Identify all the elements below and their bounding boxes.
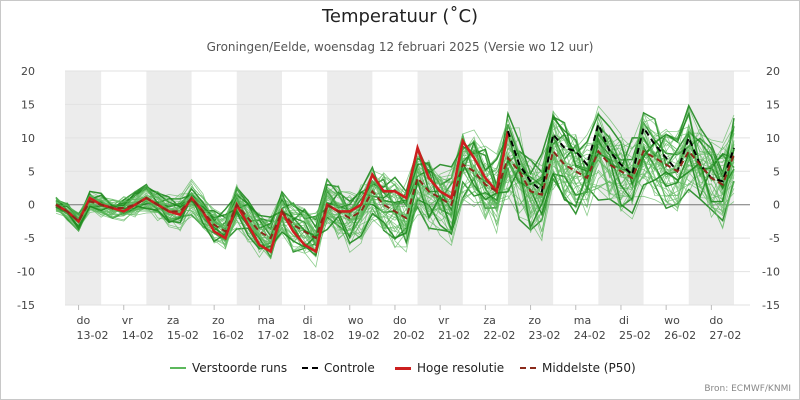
legend-item-ensemble[interactable]: Verstoorde runs <box>170 361 287 375</box>
x-tick-date: 15-02 <box>167 329 199 342</box>
x-tick-day: do <box>393 314 407 327</box>
y-tick-label-right: -15 <box>762 299 780 312</box>
legend-label-median: Middelste (P50) <box>542 361 636 375</box>
x-tick-date: 26-02 <box>664 329 696 342</box>
legend-label-ensemble: Verstoorde runs <box>192 361 288 375</box>
ensemble-run-line <box>55 157 735 268</box>
y-tick-label-left: 20 <box>21 65 35 78</box>
legend-item-median[interactable]: Middelste (P50) <box>520 361 636 375</box>
legend-swatch-control <box>302 367 318 369</box>
ensemble-run-line <box>55 148 735 250</box>
legend-item-control[interactable]: Controle <box>302 361 375 375</box>
x-tick-day: zo <box>529 314 542 327</box>
x-tick-day: do <box>77 314 91 327</box>
x-tick-day: ma <box>257 314 274 327</box>
series-line-control <box>507 121 735 194</box>
x-tick-day: za <box>167 314 180 327</box>
legend-label-control: Controle <box>324 361 375 375</box>
ensemble-run-line <box>55 155 735 256</box>
x-tick-date: 18-02 <box>303 329 335 342</box>
legend-swatch-median <box>520 367 536 369</box>
x-tick-date: 16-02 <box>212 329 244 342</box>
ensemble-run-line <box>55 122 735 244</box>
legend-label-hires: Hoge resolutie <box>417 361 505 375</box>
ensemble-run-line <box>55 122 735 240</box>
y-tick-label-right: -10 <box>762 266 780 279</box>
legend-item-hires[interactable]: Hoge resolutie <box>395 361 504 375</box>
y-tick-label-right: 5 <box>773 165 780 178</box>
ensemble-run-line <box>55 154 735 252</box>
y-tick-label-right: -5 <box>769 232 780 245</box>
x-tick-date: 20-02 <box>393 329 425 342</box>
source-credit: Bron: ECMWF/KNMI <box>704 384 791 394</box>
x-tick-date: 14-02 <box>122 329 154 342</box>
chart-legend: Verstoorde runs Controle Hoge resolutie … <box>0 361 800 379</box>
x-tick-day: vr <box>122 314 134 327</box>
x-tick-date: 25-02 <box>619 329 651 342</box>
x-tick-day: di <box>619 314 629 327</box>
y-tick-label-left: -10 <box>17 266 35 279</box>
x-tick-date: 27-02 <box>709 329 741 342</box>
y-tick-label-left: 10 <box>21 132 35 145</box>
x-tick-day: do <box>709 314 723 327</box>
x-tick-date: 24-02 <box>574 329 606 342</box>
day-band <box>146 71 192 305</box>
ensemble-run-line <box>55 105 735 237</box>
x-tick-date: 17-02 <box>257 329 289 342</box>
x-tick-day: vr <box>438 314 450 327</box>
x-tick-date: 22-02 <box>483 329 515 342</box>
legend-swatch-hires <box>395 366 411 370</box>
y-tick-label-right: 10 <box>766 132 780 145</box>
y-tick-label-left: 0 <box>28 199 35 212</box>
y-tick-label-right: 15 <box>766 98 780 111</box>
x-tick-day: di <box>303 314 313 327</box>
ensemble-run-line <box>55 113 735 232</box>
y-tick-label-left: 5 <box>28 165 35 178</box>
x-tick-day: ma <box>574 314 591 327</box>
x-tick-date: 23-02 <box>529 329 561 342</box>
x-tick-day: zo <box>212 314 225 327</box>
chart-title: Temperatuur (˚C) <box>321 6 479 27</box>
chart-subtitle: Groningen/Eelde, woensdag 12 februari 20… <box>206 40 594 54</box>
ensemble-run-line <box>55 144 735 260</box>
y-tick-label-left: -5 <box>24 232 35 245</box>
y-tick-label-right: 20 <box>766 65 780 78</box>
x-tick-day: wo <box>664 314 680 327</box>
x-tick-date: 19-02 <box>348 329 380 342</box>
x-tick-day: wo <box>348 314 364 327</box>
ensemble-run-line <box>55 142 735 254</box>
y-tick-label-left: 15 <box>21 98 35 111</box>
day-band <box>65 71 102 305</box>
x-tick-date: 13-02 <box>77 329 109 342</box>
day-band <box>236 71 282 305</box>
y-tick-label-right: 0 <box>773 199 780 212</box>
series-line-median <box>55 149 735 240</box>
x-tick-date: 21-02 <box>438 329 470 342</box>
legend-swatch-ensemble <box>170 367 186 369</box>
y-tick-label-left: -15 <box>17 299 35 312</box>
x-tick-day: za <box>483 314 496 327</box>
